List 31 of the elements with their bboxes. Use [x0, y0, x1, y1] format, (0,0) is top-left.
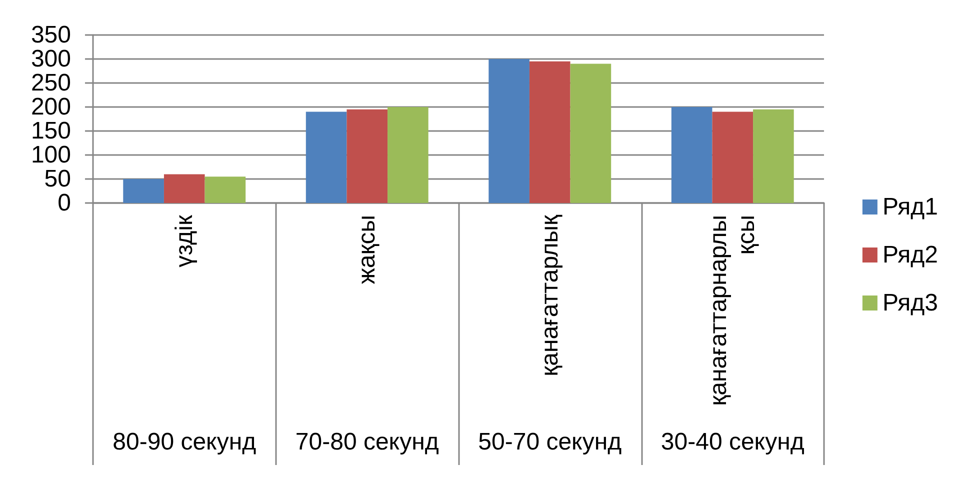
y-tick-label: 100 [30, 142, 71, 168]
x-tick-label: қанағаттарлық [536, 214, 564, 376]
bar [570, 64, 612, 203]
text: 50-70 секунд [478, 428, 622, 456]
bar [164, 174, 205, 203]
bar [123, 179, 164, 203]
y-tick-label: 150 [30, 118, 71, 144]
text: 30-40 секунд [660, 428, 804, 456]
y-tick-label: 350 [30, 22, 71, 48]
x-tick-label: жақсы [354, 215, 381, 284]
bar [753, 109, 794, 203]
text: 80-90 секунд [112, 428, 256, 456]
bar [488, 59, 530, 203]
legend-label: Ряд2 [882, 242, 938, 268]
y-tick-label: 300 [30, 46, 71, 72]
x-tick-label: үздік [170, 214, 198, 268]
x-tick-label: қанағаттарнарлы қсы [705, 215, 760, 406]
legend-label: Ряд1 [882, 194, 938, 220]
legend-label: Ряд3 [882, 290, 938, 316]
y-tick-label: 50 [44, 166, 71, 192]
y-tick-label: 250 [30, 70, 71, 96]
bar [388, 107, 428, 203]
y-tick-label: 0 [58, 190, 71, 216]
bar [712, 112, 754, 203]
bar [204, 176, 246, 203]
bar [671, 107, 712, 203]
bar [346, 109, 388, 203]
text: 70-80 секунд [295, 428, 439, 456]
y-tick-label: 200 [30, 94, 71, 120]
bar [529, 61, 570, 203]
bar [306, 112, 347, 203]
